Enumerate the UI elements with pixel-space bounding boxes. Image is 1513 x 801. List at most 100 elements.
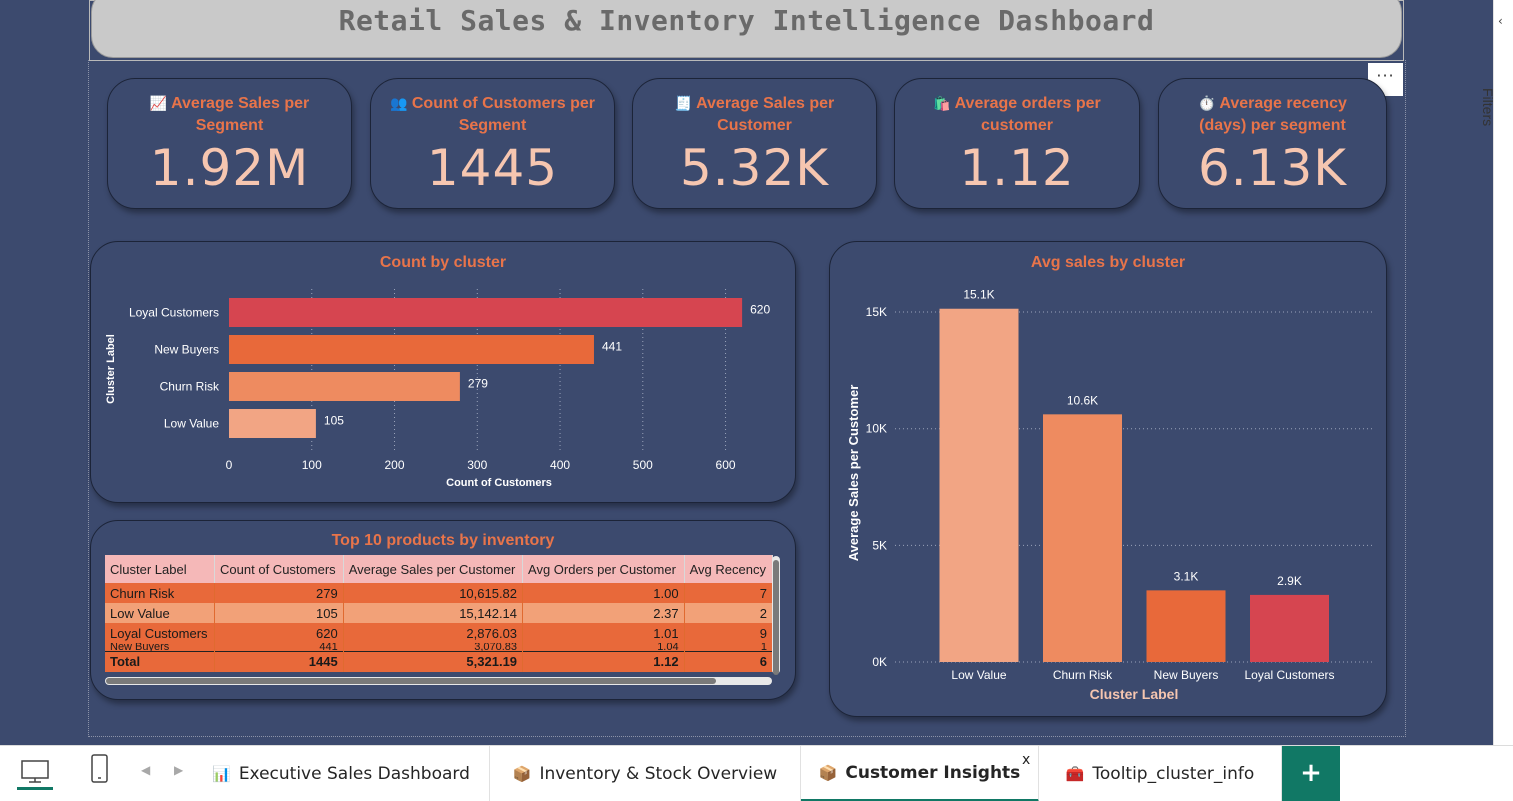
kpi-title: 📈 Average Sales per Segment xyxy=(149,95,310,134)
kpi-card-avg-sales-segment[interactable]: 📈 Average Sales per Segment 1.92M xyxy=(107,78,352,209)
column-header[interactable]: Average Sales per Customer xyxy=(343,555,524,583)
tab-inventory-stock-overview[interactable]: 📦 Inventory & Stock Overview xyxy=(490,746,801,801)
filters-pane[interactable]: ‹ Filters xyxy=(1480,0,1513,745)
table-cell: 3,070.83 xyxy=(343,643,524,652)
table-cell: 15,142.14 xyxy=(343,603,524,623)
bar xyxy=(939,308,1019,662)
page-tab-bar: ◀ ▶ 📊 Executive Sales Dashboard 📦 Invent… xyxy=(0,745,1513,801)
data-label: 105 xyxy=(324,414,344,428)
kpi-title: 🧾 Average Sales per Customer xyxy=(674,95,835,134)
column-header[interactable]: Avg Orders per Customer xyxy=(522,555,685,583)
table-cell: 279 xyxy=(214,583,344,603)
table-total-row: Total 1445 5,321.19 1.12 6 xyxy=(105,651,773,672)
column-header[interactable]: Avg Recency xyxy=(684,555,773,583)
data-label: 620 xyxy=(750,303,770,317)
y-tick-label: Churn Risk xyxy=(160,380,220,394)
kpi-title: ⏱️ Average recency (days) per segment xyxy=(1198,95,1347,134)
table-row[interactable]: Loyal Customers 620 2,876.03 1.01 9 xyxy=(105,623,773,643)
table-cell: 1.01 xyxy=(522,623,685,643)
close-tab-icon[interactable]: x xyxy=(1022,752,1031,768)
kpi-value: 6.13K xyxy=(1197,139,1348,197)
table-cell: Total xyxy=(105,651,216,672)
table-cell: 5,321.19 xyxy=(343,651,524,672)
bar xyxy=(1250,594,1329,662)
table-cell: Loyal Customers xyxy=(105,623,216,643)
x-tick-label: 300 xyxy=(467,458,487,472)
filters-pane-label[interactable]: Filters xyxy=(1480,88,1496,127)
table-vertical-scroll-thumb[interactable] xyxy=(773,560,779,675)
next-page-icon[interactable]: ▶ xyxy=(174,763,184,777)
y-tick-label: 0K xyxy=(872,655,887,669)
y-tick-label: 15K xyxy=(866,305,887,319)
bar xyxy=(229,335,594,364)
report-canvas: Retail Sales & Inventory Intelligence Da… xyxy=(0,0,1493,745)
table-cell: 2.37 xyxy=(522,603,685,623)
y-tick-label: 5K xyxy=(872,538,887,552)
tab-customer-insights[interactable]: 📦 Customer Insights xyxy=(801,746,1039,801)
toolbox-icon: 🧰 xyxy=(1065,765,1085,783)
kpi-card-avg-sales-customer[interactable]: 🧾 Average Sales per Customer 5.32K xyxy=(632,78,877,209)
desktop-view-button[interactable] xyxy=(17,756,53,790)
monitor-icon xyxy=(21,760,49,783)
y-axis-title: Average Sales per Customer xyxy=(846,385,861,562)
column-header[interactable]: Cluster Label xyxy=(105,555,216,583)
kpi-card-avg-orders[interactable]: 🛍️ Average orders per customer 1.12 xyxy=(894,78,1140,209)
table-cell: 2 xyxy=(684,603,773,623)
y-tick-label: New Buyers xyxy=(154,343,219,357)
phone-icon xyxy=(91,754,108,783)
table-horizontal-scroll-thumb[interactable] xyxy=(106,678,716,684)
cluster-table[interactable]: Cluster Label Count of Customers Average… xyxy=(105,555,773,677)
x-tick-label: Churn Risk xyxy=(1053,668,1113,682)
avg-sales-by-cluster-chart: 0K 5K 10K 15K 15.1K Low Value 10.6K Churn Risk 3… xyxy=(846,288,1372,702)
x-tick-label: Loyal Customers xyxy=(1244,668,1334,682)
stopwatch-icon: ⏱️ xyxy=(1198,95,1216,111)
y-axis-title: Cluster Label xyxy=(105,334,117,404)
data-label: 3.1K xyxy=(1174,569,1199,583)
bar xyxy=(1043,414,1122,662)
kpi-value: 5.32K xyxy=(679,139,830,197)
table-row[interactable]: New Buyers 441 3,070.83 1.04 1 xyxy=(105,643,773,652)
kpi-value: 1445 xyxy=(426,139,559,197)
table-header-row: Cluster Label Count of Customers Average… xyxy=(105,555,773,583)
table-cell: 1 xyxy=(684,643,773,652)
tab-tooltip-cluster-info[interactable]: 🧰 Tooltip_cluster_info xyxy=(1039,746,1282,801)
tab-executive-sales-dashboard[interactable]: 📊 Executive Sales Dashboard xyxy=(193,746,490,801)
kpi-value: 1.12 xyxy=(959,139,1075,197)
kpi-value: 1.92M xyxy=(149,139,310,197)
x-tick-label: 0 xyxy=(226,458,233,472)
table-row[interactable]: Churn Risk 279 10,615.82 1.00 7 xyxy=(105,583,773,603)
table-cell: New Buyers xyxy=(105,643,216,652)
shopping-bags-icon: 🛍️ xyxy=(933,95,951,111)
dashboard-title: Retail Sales & Inventory Intelligence Da… xyxy=(338,4,1155,37)
chevron-left-icon[interactable]: ‹ xyxy=(1498,14,1503,28)
x-tick-label: New Buyers xyxy=(1154,668,1219,682)
table-row[interactable]: Low Value 105 15,142.14 2.37 2 xyxy=(105,603,773,623)
tab-label: Customer Insights xyxy=(845,762,1021,783)
mobile-view-button[interactable] xyxy=(90,754,110,784)
x-tick-label: 500 xyxy=(633,458,653,472)
people-icon: 👥 xyxy=(389,95,408,111)
x-tick-label: 600 xyxy=(716,458,736,472)
data-label: 10.6K xyxy=(1067,393,1098,407)
data-label: 279 xyxy=(468,377,488,391)
table-cell: 105 xyxy=(214,603,344,623)
x-tick-label: Low Value xyxy=(951,668,1006,682)
add-page-button[interactable]: + xyxy=(1282,746,1340,801)
table-cell: 9 xyxy=(684,623,773,643)
kpi-card-customers-segment[interactable]: 👥 Count of Customers per Segment 1445 xyxy=(370,78,615,209)
x-axis-title: Count of Customers xyxy=(446,477,552,489)
table-cell: 441 xyxy=(214,643,344,652)
table-cell: 1.00 xyxy=(522,583,685,603)
table-cell: 6 xyxy=(684,651,773,672)
table-cell: 10,615.82 xyxy=(343,583,524,603)
table-cell: 1.04 xyxy=(522,643,685,652)
previous-page-icon[interactable]: ◀ xyxy=(141,763,151,777)
bar-chart-icon: 📊 xyxy=(212,765,231,783)
tab-label: Executive Sales Dashboard xyxy=(238,764,470,784)
kpi-card-avg-recency[interactable]: ⏱️ Average recency (days) per segment 6.… xyxy=(1158,78,1387,209)
bar xyxy=(229,409,316,438)
table-title: Top 10 products by inventory xyxy=(331,532,555,549)
package-icon: 📦 xyxy=(512,765,532,783)
column-header[interactable]: Count of Customers xyxy=(214,555,344,583)
y-tick-label: Loyal Customers xyxy=(129,306,219,320)
